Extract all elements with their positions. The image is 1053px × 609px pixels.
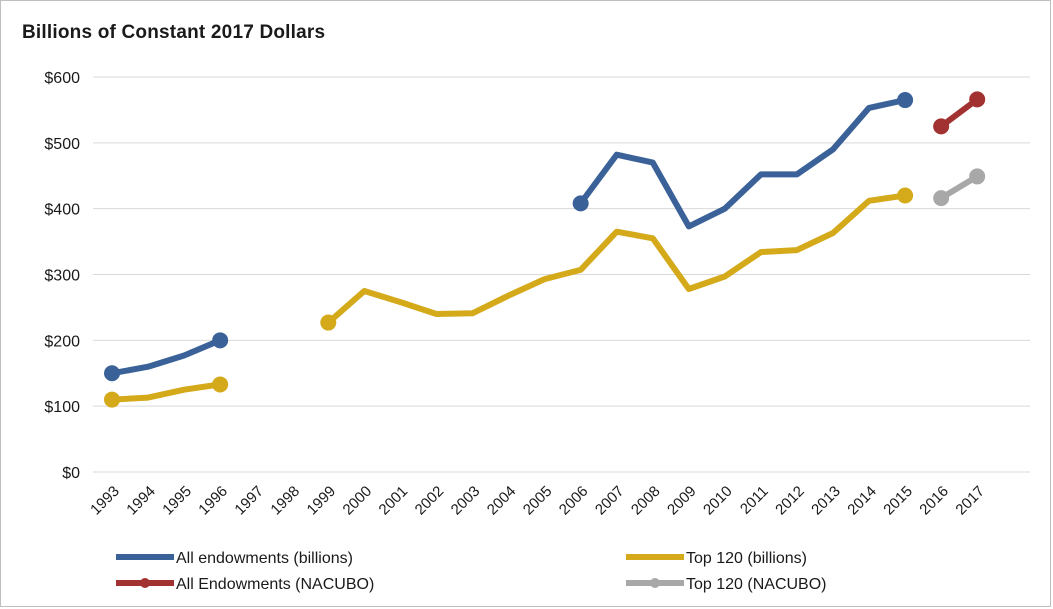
y-tick-label: $500 (44, 136, 80, 153)
series-line (577, 97, 909, 230)
gridlines (93, 76, 1030, 473)
endpoint-marker (320, 314, 337, 331)
x-tick-label: 2013 (808, 483, 844, 519)
series-2 (104, 187, 914, 408)
legend-label: All Endowments (NACUBO) (176, 576, 374, 593)
endpoint-marker (969, 168, 986, 185)
series-line (109, 381, 224, 403)
endpoint-marker (969, 91, 986, 108)
x-tick-label: 2011 (737, 483, 772, 518)
legend: All endowments (billions) Top 120 (billio… (116, 550, 827, 593)
x-tick-label: 1996 (195, 483, 231, 519)
legend-item: Top 120 (NACUBO) (626, 576, 827, 593)
x-tick-label: 2004 (484, 483, 520, 519)
series-1 (104, 92, 914, 382)
x-tick-label: 1999 (304, 483, 340, 519)
series-lines (104, 91, 986, 408)
legend-marker (140, 578, 150, 588)
x-tick-label: 2007 (592, 483, 628, 519)
endpoint-marker (933, 190, 950, 207)
legend-label: Top 120 (billions) (686, 550, 807, 567)
x-tick-label: 2001 (376, 483, 412, 519)
x-tick-label: 1993 (87, 483, 123, 519)
x-axis-ticks: 1993 1994 1995 1996 1997 1998 1999 2000 2001 2002… (87, 483, 988, 519)
y-tick-label: $100 (44, 399, 80, 416)
y-tick-label: $200 (44, 333, 80, 350)
endpoint-marker (572, 195, 589, 212)
endpoint-marker (897, 92, 914, 109)
x-tick-label: 2010 (700, 483, 736, 519)
series-3 (933, 91, 986, 135)
x-tick-label: 1997 (231, 483, 267, 519)
x-tick-label: 2017 (952, 483, 988, 519)
x-tick-label: 2012 (772, 483, 808, 519)
x-tick-label: 2015 (880, 483, 916, 519)
legend-item: All Endowments (NACUBO) (116, 576, 374, 593)
y-tick-label: $600 (44, 70, 80, 87)
legend-item: All endowments (billions) (116, 550, 353, 567)
chart-title: Billions of Constant 2017 Dollars (22, 22, 326, 43)
x-tick-label: 2005 (520, 483, 556, 519)
y-tick-label: $400 (44, 202, 80, 219)
y-tick-label: $0 (62, 465, 80, 482)
series-line (325, 192, 909, 326)
x-tick-label: 2008 (628, 483, 664, 519)
x-tick-label: 2003 (448, 483, 484, 519)
legend-marker (650, 578, 660, 588)
x-tick-label: 2014 (844, 483, 880, 519)
endpoint-marker (212, 376, 229, 393)
x-tick-label: 1998 (267, 483, 303, 519)
endpoint-marker (212, 332, 229, 349)
x-tick-label: 2006 (556, 483, 592, 519)
x-tick-label: 2016 (916, 483, 952, 519)
y-axis-ticks: $0 $100 $200 $300 $400 $500 $600 (44, 70, 80, 482)
endpoint-marker (104, 391, 120, 408)
series-line (109, 337, 224, 377)
x-tick-label: 2000 (340, 483, 376, 519)
x-tick-label: 2009 (664, 483, 700, 519)
legend-item: Top 120 (billions) (626, 550, 807, 567)
x-tick-label: 1994 (123, 483, 159, 519)
endpoint-marker (933, 118, 950, 135)
endpoint-marker (897, 187, 914, 204)
x-tick-label: 2002 (412, 483, 448, 519)
legend-label: All endowments (billions) (176, 550, 353, 567)
x-tick-label: 1995 (159, 483, 195, 519)
y-tick-label: $300 (44, 268, 80, 285)
legend-label: Top 120 (NACUBO) (686, 576, 827, 593)
series-4 (933, 168, 986, 207)
endpoint-marker (104, 365, 120, 382)
